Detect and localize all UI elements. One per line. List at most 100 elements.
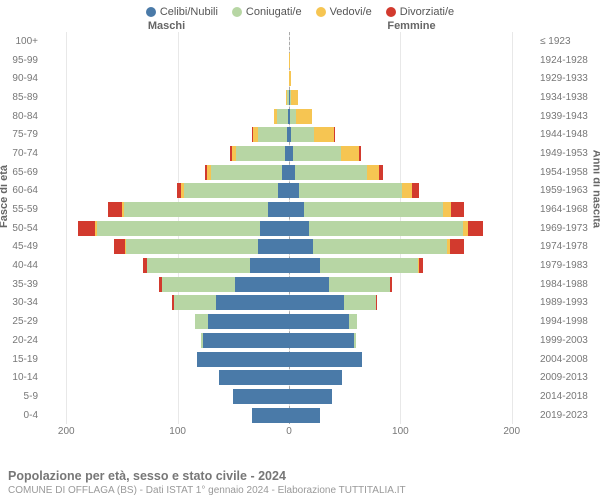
male-header: Maschi — [44, 20, 289, 32]
birth-year-label: 1949-1953 — [534, 148, 600, 159]
female-bar — [289, 277, 448, 292]
female-bar — [289, 239, 496, 254]
segment-m — [349, 314, 357, 329]
segment-c — [208, 314, 289, 329]
female-bar — [289, 146, 422, 161]
birth-year-label: 1959-1963 — [534, 185, 600, 196]
male-half — [44, 125, 289, 144]
pyramid-row: 75-791944-1948 — [0, 125, 600, 144]
segment-m — [195, 314, 207, 329]
segment-c — [235, 277, 289, 292]
female-half — [289, 256, 534, 275]
age-label: 75-79 — [0, 129, 44, 140]
segment-m — [258, 127, 287, 142]
female-bar — [289, 389, 391, 404]
segment-c — [289, 239, 313, 254]
segment-c — [278, 183, 289, 198]
female-bar — [289, 71, 309, 86]
segment-d — [451, 202, 464, 217]
female-half — [289, 200, 534, 219]
birth-year-label: 2004-2008 — [534, 354, 600, 365]
birth-year-label: 1954-1958 — [534, 167, 600, 178]
age-label: 45-49 — [0, 241, 44, 252]
male-bar — [120, 295, 289, 310]
age-label: 40-44 — [0, 260, 44, 271]
female-half — [289, 331, 534, 350]
age-label: 5-9 — [0, 391, 44, 402]
female-half — [289, 32, 534, 51]
pyramid-row: 70-74 1949-1953 — [0, 144, 600, 163]
age-label: 85-89 — [0, 92, 44, 103]
segment-c — [260, 221, 289, 236]
pyramid-row: 85-891934-1938 — [0, 88, 600, 107]
male-bar — [123, 183, 289, 198]
x-tick: 200 — [503, 426, 520, 437]
male-bar — [138, 314, 289, 329]
segment-m — [291, 127, 314, 142]
segment-c — [289, 277, 329, 292]
female-bar — [289, 408, 376, 423]
male-bar — [79, 202, 289, 217]
female-bar — [289, 183, 467, 198]
legend-label: Coniugati/e — [246, 6, 302, 18]
male-half — [44, 200, 289, 219]
female-bar — [289, 34, 291, 49]
male-half — [44, 219, 289, 238]
age-label: 65-69 — [0, 167, 44, 178]
segment-c — [258, 239, 289, 254]
birth-year-label: 1969-1973 — [534, 223, 600, 234]
age-label: 90-94 — [0, 73, 44, 84]
chart-subtitle: COMUNE DI OFFLAGA (BS) - Dati ISTAT 1° g… — [8, 485, 592, 496]
female-bar — [289, 127, 395, 142]
pyramid-row: 80-841939-1943 — [0, 107, 600, 126]
segment-m — [277, 109, 288, 124]
age-label: 15-19 — [0, 354, 44, 365]
male-half — [44, 331, 289, 350]
segment-w — [443, 202, 451, 217]
segment-m — [304, 202, 443, 217]
pyramid-rows: 100+≤ 192395-991924-192890-941929-193385… — [0, 32, 600, 424]
male-half — [44, 312, 289, 331]
segment-w — [289, 71, 290, 86]
age-label: 25-29 — [0, 316, 44, 327]
male-bar — [172, 389, 289, 404]
birth-year-label: ≤ 1923 — [534, 36, 600, 47]
segment-d — [359, 146, 361, 161]
pyramid-row: 15-19 2004-2008 — [0, 350, 600, 369]
birth-year-label: 1964-1968 — [534, 204, 600, 215]
segment-m — [320, 258, 417, 273]
legend-swatch — [316, 7, 326, 17]
age-label: 30-34 — [0, 297, 44, 308]
segment-m — [97, 221, 260, 236]
segment-w — [402, 183, 412, 198]
x-tick: 200 — [58, 426, 75, 437]
male-bar — [158, 370, 289, 385]
segment-c — [289, 389, 332, 404]
birth-year-label: 2009-2013 — [534, 372, 600, 383]
age-label: 10-14 — [0, 372, 44, 383]
segment-c — [289, 202, 304, 217]
male-half — [44, 350, 289, 369]
segment-c — [289, 295, 344, 310]
segment-c — [268, 202, 289, 217]
female-half — [289, 406, 534, 425]
segment-d — [334, 127, 335, 142]
legend-swatch — [146, 7, 156, 17]
segment-d — [78, 221, 95, 236]
segment-m — [354, 333, 356, 348]
segment-w — [341, 146, 359, 161]
birth-year-label: 2014-2018 — [534, 391, 600, 402]
segment-c — [289, 258, 320, 273]
segment-d — [412, 183, 418, 198]
female-half — [289, 107, 534, 126]
birth-year-label: 2019-2023 — [534, 410, 600, 421]
segment-m — [184, 183, 278, 198]
legend: Celibi/NubiliConiugati/eVedovi/eDivorzia… — [0, 0, 600, 20]
male-half — [44, 238, 289, 257]
segment-w — [296, 109, 311, 124]
age-label: 70-74 — [0, 148, 44, 159]
age-label: 100+ — [0, 36, 44, 47]
x-tick: 0 — [286, 426, 292, 437]
male-half — [44, 144, 289, 163]
male-half — [44, 32, 289, 51]
